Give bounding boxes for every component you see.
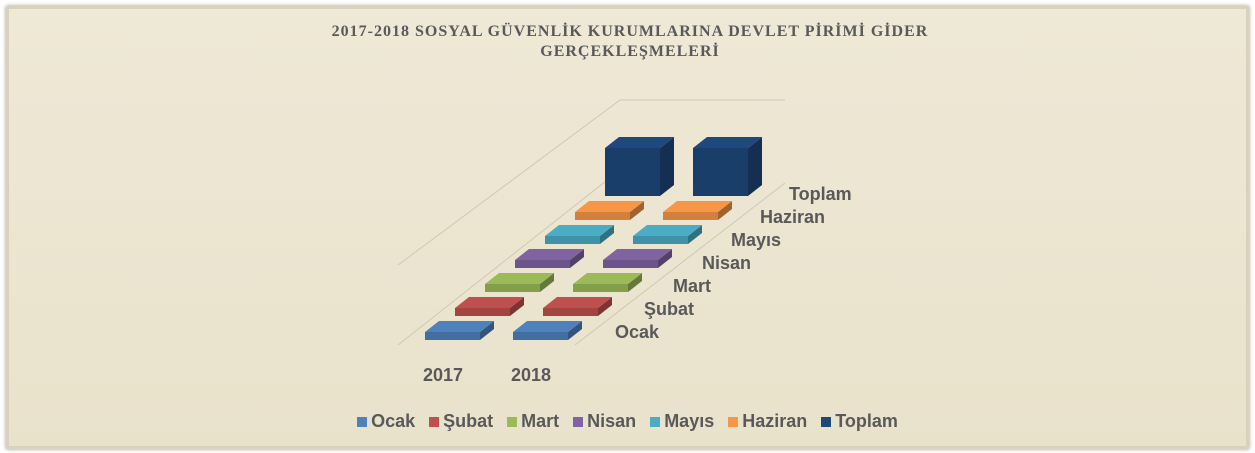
legend-swatch [573, 416, 584, 427]
bar-side [570, 249, 584, 268]
bar-front [543, 308, 598, 316]
bar-front [545, 236, 600, 244]
bar-front [425, 332, 480, 340]
bar-top [513, 321, 582, 332]
bar-front [633, 236, 688, 244]
bar-top [543, 297, 612, 308]
legend-swatch [728, 416, 739, 427]
legend-label: Mayıs [664, 411, 715, 431]
bar-side [688, 225, 702, 244]
depth-label: Ocak [615, 322, 660, 342]
bar [693, 137, 762, 196]
bar-side [718, 201, 732, 220]
bar-top [605, 137, 674, 148]
legend-label: Nisan [587, 411, 637, 431]
bar-side [598, 297, 612, 316]
bar-side [540, 273, 554, 292]
floor-lines [397, 99, 786, 346]
depth-label: Haziran [760, 207, 825, 227]
bar-side [480, 321, 494, 340]
bar-front [575, 212, 630, 220]
bar-front [605, 148, 660, 196]
bar-front [663, 212, 718, 220]
bar-top [455, 297, 524, 308]
bar [485, 273, 554, 292]
legend-item: Nisan [573, 411, 636, 432]
bar-side [568, 321, 582, 340]
bar [575, 201, 644, 220]
bar [603, 249, 672, 268]
chart-frame [6, 6, 1249, 449]
bar [633, 225, 702, 244]
legend-label: Mart [521, 411, 560, 431]
bar-side [748, 137, 762, 196]
bar-side [630, 201, 644, 220]
depth-label: Toplam [789, 184, 852, 204]
bar-side [628, 273, 642, 292]
bar-front [485, 284, 540, 292]
bar [545, 225, 614, 244]
legend-item: Mart [507, 411, 559, 432]
bar-top [545, 225, 614, 236]
legend-item: Mayıs [650, 411, 714, 432]
bar-top [515, 249, 584, 260]
bar [513, 321, 582, 340]
depth-label: Nisan [702, 253, 751, 273]
bar [663, 201, 732, 220]
bar-top [425, 321, 494, 332]
bar-top [663, 201, 732, 212]
x-tick-label: 2018 [511, 365, 551, 385]
bar [425, 321, 494, 340]
bar-front [603, 260, 658, 268]
depth-label: Mayıs [731, 230, 781, 250]
legend-swatch [357, 416, 368, 427]
bar-side [600, 225, 614, 244]
bar-top [603, 249, 672, 260]
legend-swatch [429, 416, 440, 427]
legend-label: Ocak [371, 411, 416, 431]
bar [543, 297, 612, 316]
bar-top [485, 273, 554, 284]
depth-label: Şubat [644, 299, 694, 319]
legend-item: Şubat [429, 411, 493, 432]
bar-side [660, 137, 674, 196]
legend-label: Şubat [443, 411, 494, 431]
bar-front [693, 148, 748, 196]
bar-top [573, 273, 642, 284]
legend-swatch [507, 416, 518, 427]
legend-swatch [821, 416, 832, 427]
depth-label: Mart [673, 276, 711, 296]
bar-front [455, 308, 510, 316]
bar [605, 137, 674, 196]
bar-front [573, 284, 628, 292]
legend-item: Haziran [728, 411, 807, 432]
legend-label: Toplam [835, 411, 898, 431]
legend-label: Haziran [742, 411, 808, 431]
legend-item: Ocak [357, 411, 415, 432]
bar [515, 249, 584, 268]
bar [455, 297, 524, 316]
bar [573, 273, 642, 292]
bar-top [693, 137, 762, 148]
legend: Ocak Şubat Mart Nisan Mayıs Haziran Toplam [0, 411, 1255, 432]
x-tick-label: 2017 [423, 365, 463, 385]
bar-top [633, 225, 702, 236]
legend-item: Toplam [821, 411, 898, 432]
bar-front [515, 260, 570, 268]
bar-top [575, 201, 644, 212]
bar-front [513, 332, 568, 340]
bar-side [510, 297, 524, 316]
legend-swatch [650, 416, 661, 427]
bar-side [658, 249, 672, 268]
chart-title: 2017-2018 SOSYAL GÜVENLİK KURUMLARINA DE… [331, 23, 929, 60]
